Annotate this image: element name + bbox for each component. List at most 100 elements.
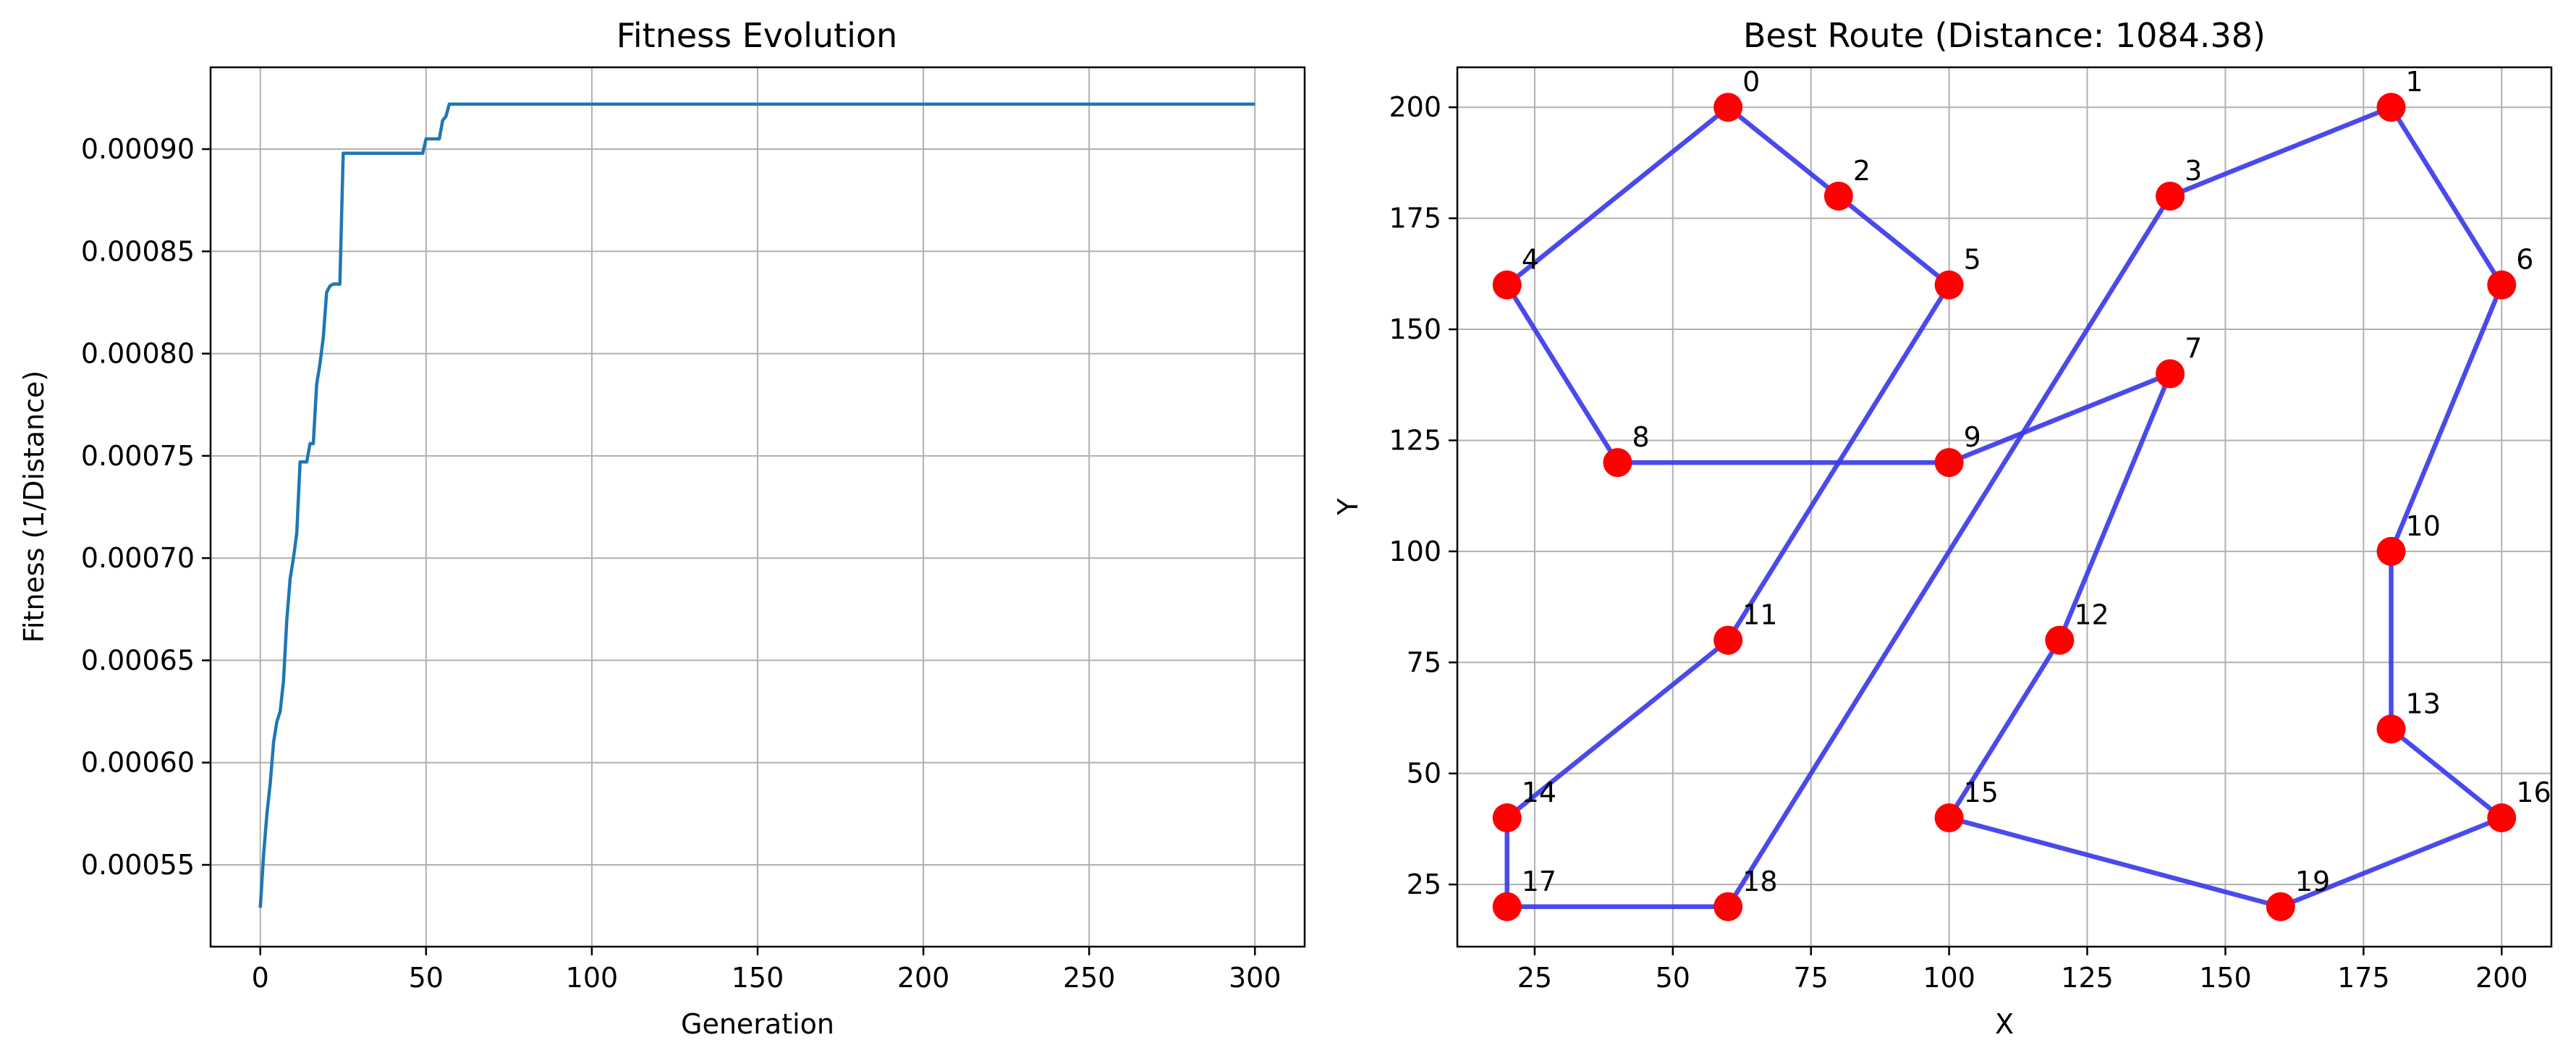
y-tick-label: 175	[1389, 203, 1441, 234]
city-label: 9	[1964, 421, 1981, 453]
x-tick-label: 0	[252, 962, 269, 994]
city-point	[2266, 892, 2295, 921]
city-label: 12	[2074, 599, 2109, 631]
city-label: 13	[2406, 688, 2441, 719]
route-segment	[1504, 282, 1620, 465]
city-point	[1492, 892, 1522, 921]
x-tick-label: 125	[2061, 962, 2114, 994]
city-label: 6	[2516, 244, 2533, 276]
x-tick-label: 200	[897, 962, 950, 994]
city-points	[1492, 93, 2517, 921]
plot-frame	[1456, 66, 2553, 948]
y-tick-label: 0.00070	[81, 542, 195, 574]
route-segment	[2389, 727, 2504, 821]
chart-title: Best Route (Distance: 1084.38)	[1743, 16, 2266, 55]
y-tick-label: 0.00075	[81, 440, 195, 472]
city-point	[1713, 93, 1743, 122]
city-point	[2376, 93, 2406, 122]
city-label: 18	[1742, 866, 1777, 897]
route-segment	[1946, 638, 2062, 821]
city-point	[1603, 448, 1632, 478]
plot-frame	[209, 66, 1306, 948]
city-point	[1492, 803, 1522, 833]
grid	[211, 67, 1305, 947]
city-point	[1713, 892, 1743, 921]
y-tick-label: 0.00085	[81, 235, 195, 267]
x-tick-label: 300	[1229, 962, 1281, 994]
x-tick-label: 175	[2337, 962, 2390, 994]
city-point	[2376, 536, 2406, 566]
city-point	[1934, 270, 1964, 300]
city-label: 7	[2185, 332, 2202, 364]
route-segment	[2167, 104, 2394, 199]
y-tick-label: 150	[1389, 313, 1441, 345]
x-tick-label: 50	[1656, 962, 1690, 994]
y-tick-label: 0.00080	[81, 338, 195, 370]
y-tick-label: 200	[1389, 91, 1441, 123]
city-label: 16	[2516, 777, 2551, 808]
y-tick-label: 25	[1407, 868, 1441, 900]
fitness-evolution-panel: Fitness Evolution 0 50 100 150 200 250 300 0.00…	[18, 16, 1306, 1040]
ticks: 0 50 100 150 200 250 300 0.00055 0.00060 0.00065 0…	[81, 133, 1281, 994]
x-tick-label: 50	[409, 962, 444, 994]
city-label: 5	[1964, 244, 1981, 276]
city-label: 3	[2185, 155, 2202, 187]
route-segment	[2057, 371, 2173, 643]
city-label: 17	[1522, 866, 1556, 897]
city-point	[2156, 181, 2185, 211]
city-label: 1	[2406, 66, 2423, 98]
x-tick-label: 200	[2475, 962, 2528, 994]
city-point	[2156, 359, 2185, 389]
x-axis-label: Generation	[681, 1008, 834, 1040]
y-tick-label: 75	[1407, 646, 1441, 678]
city-point	[2487, 270, 2517, 300]
city-label: 11	[1742, 599, 1777, 631]
ticks: 25 50 75 100 125 150 175 2002550751001251501752…	[1389, 91, 2528, 994]
y-tick-label: 125	[1389, 424, 1441, 456]
city-point	[1823, 181, 1853, 211]
city-label: 10	[2406, 510, 2441, 542]
city-label: 8	[1632, 421, 1649, 453]
city-point	[1492, 270, 1522, 300]
y-tick-label: 0.00090	[81, 133, 195, 165]
x-axis-label: X	[1995, 1008, 2014, 1040]
x-tick-label: 100	[1923, 962, 1975, 994]
fitness-line	[258, 102, 1255, 908]
city-point	[1934, 803, 1964, 833]
best-route-panel: Best Route (Distance: 1084.38) 25 50 75 100…	[1332, 16, 2553, 1040]
x-tick-label: 150	[2199, 962, 2252, 994]
x-tick-label: 25	[1517, 962, 1552, 994]
city-point	[2487, 803, 2517, 833]
y-tick-label: 0.00065	[81, 644, 195, 676]
city-label: 2	[1853, 155, 1870, 187]
y-tick-label: 0.00055	[81, 849, 195, 881]
city-label: 15	[1964, 777, 1999, 808]
y-axis-label: Y	[1332, 498, 1364, 516]
y-axis-label: Fitness (1/Distance)	[18, 371, 50, 643]
route-segment	[1836, 193, 1952, 287]
y-tick-label: 100	[1389, 536, 1441, 567]
x-tick-label: 100	[566, 962, 619, 994]
city-point	[1934, 448, 1964, 478]
city-point	[2376, 714, 2406, 744]
y-tick-label: 50	[1407, 758, 1441, 790]
city-label: 0	[1742, 66, 1760, 98]
route-segment	[1946, 815, 2284, 910]
route-segment	[1725, 104, 1842, 199]
grid	[1457, 67, 2551, 947]
route-segment	[1725, 193, 2173, 910]
city-label: 19	[2295, 866, 2330, 897]
chart-title: Fitness Evolution	[617, 16, 897, 55]
city-point	[1713, 625, 1743, 655]
route-segment	[2278, 815, 2504, 910]
city-label: 14	[1522, 777, 1556, 808]
route-segment	[1946, 371, 2173, 465]
y-tick-label: 0.00060	[81, 747, 195, 779]
route-segment	[1504, 638, 1731, 821]
route-segment	[1504, 104, 1731, 287]
x-tick-label: 150	[732, 962, 784, 994]
x-tick-label: 75	[1794, 962, 1829, 994]
route-segment	[2389, 104, 2504, 287]
